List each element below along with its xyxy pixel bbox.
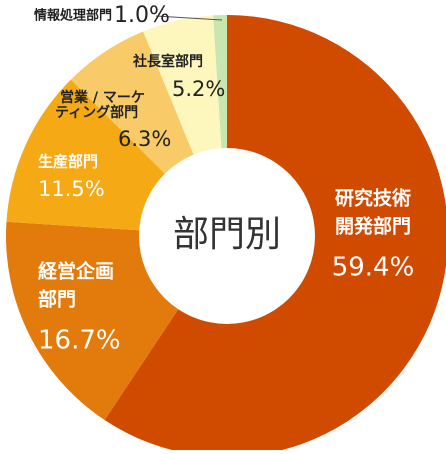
slice-label: ティング部門	[55, 104, 138, 121]
slice-label: 情報処理部門	[34, 8, 112, 24]
slice-label: 部門	[38, 288, 76, 311]
slice-label: 経営企画	[38, 260, 114, 283]
value-label: 1.0%	[114, 3, 170, 28]
value-label: 59.4%	[332, 253, 415, 283]
slice-label: 社長室部門	[132, 53, 203, 70]
value-label: 16.7%	[38, 326, 121, 356]
slice-label: 開発部門	[335, 215, 411, 238]
value-label: 5.2%	[172, 77, 225, 101]
value-label: 6.3%	[118, 127, 171, 151]
slice-label: 生産部門	[38, 153, 98, 171]
value-label: 11.5%	[38, 177, 105, 201]
center-label: 部門別	[173, 214, 281, 255]
leader-line	[155, 15, 223, 21]
slice-label: 営業 / マーケ	[60, 89, 145, 106]
donut-hole	[139, 148, 315, 324]
slice-label: 研究技術	[335, 187, 411, 210]
